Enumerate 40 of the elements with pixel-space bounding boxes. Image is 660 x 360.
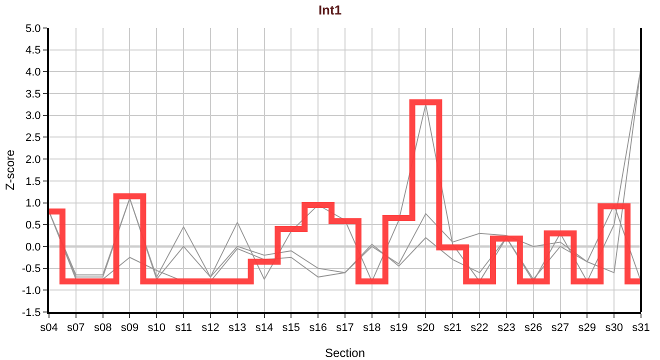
y-tick-label: 4.0 <box>26 66 41 79</box>
x-tick-label: s22 <box>470 322 488 334</box>
y-axis-title: Z-score <box>3 149 17 190</box>
x-tick-label: s10 <box>148 322 166 334</box>
y-tick-label: 1.0 <box>26 198 41 210</box>
y-tick-label: 3.0 <box>26 110 41 122</box>
x-tick-label: s23 <box>498 322 516 334</box>
x-tick-label: s18 <box>363 322 381 334</box>
y-tick-label: 4.5 <box>26 44 41 57</box>
x-tick-label: s11 <box>175 322 192 334</box>
y-tick-label: 0.0 <box>26 241 41 254</box>
chart-title: Int1 <box>318 2 342 18</box>
y-tick-label: 5.0 <box>26 22 41 35</box>
y-tick-label: -1.5 <box>22 306 41 319</box>
x-tick-label: s26 <box>524 322 542 334</box>
y-tick-label: 2.0 <box>26 154 41 166</box>
x-tick-label: s13 <box>228 322 246 334</box>
y-tick-label: 3.5 <box>26 88 41 100</box>
y-tick-label: 1.5 <box>26 176 41 188</box>
y-tick-label: 0.5 <box>26 219 41 232</box>
x-tick-label: s16 <box>309 322 327 334</box>
x-tick-label: s09 <box>120 322 139 334</box>
x-tick-label: s20 <box>416 322 435 334</box>
x-tick-label: s14 <box>255 322 274 334</box>
x-tick-label: s19 <box>390 322 408 334</box>
x-tick-label: s15 <box>282 322 300 334</box>
x-tick-label: s04 <box>40 322 58 334</box>
y-tick-label: 2.5 <box>26 132 41 144</box>
x-tick-label: s07 <box>67 322 85 334</box>
x-tick-label: s30 <box>605 322 623 334</box>
x-tick-label: s27 <box>551 322 570 334</box>
x-tick-label: s08 <box>94 322 112 334</box>
x-tick-label: s21 <box>444 322 462 334</box>
x-tick-label: s31 <box>632 322 650 334</box>
y-tick-label: -0.5 <box>22 263 41 276</box>
x-tick-label: s12 <box>202 322 220 334</box>
y-tick-label: -1.0 <box>22 285 41 297</box>
x-tick-label: s29 <box>578 322 596 334</box>
x-tick-label: s17 <box>336 322 354 334</box>
x-axis-title: Section <box>324 346 366 360</box>
